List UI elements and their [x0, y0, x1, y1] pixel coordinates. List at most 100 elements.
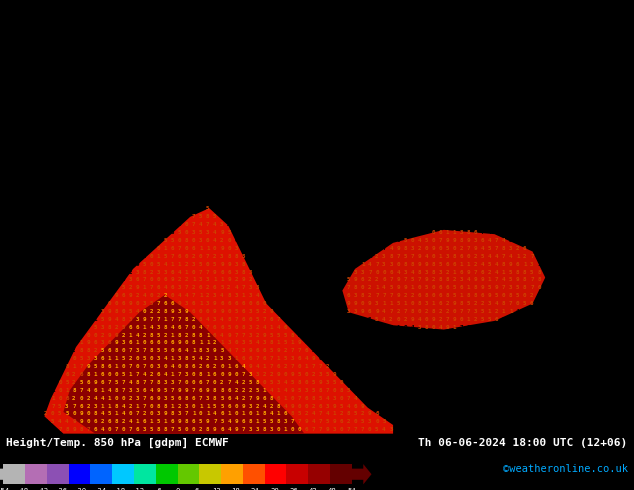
Text: 1: 1 — [234, 96, 238, 101]
Text: 3: 3 — [72, 9, 75, 14]
Text: 9: 9 — [178, 419, 181, 424]
Text: 9: 9 — [171, 17, 174, 22]
Text: 0: 0 — [622, 309, 625, 314]
Text: 0: 0 — [206, 309, 210, 314]
Text: 0: 0 — [122, 364, 125, 369]
Text: 0: 0 — [122, 151, 125, 156]
Text: 9: 9 — [446, 238, 449, 243]
Text: 7: 7 — [178, 380, 181, 385]
Text: 4: 4 — [65, 356, 68, 361]
Text: 2: 2 — [474, 427, 477, 432]
Text: 7: 7 — [460, 96, 463, 101]
Text: 2: 2 — [544, 73, 548, 77]
Text: 7: 7 — [192, 88, 195, 93]
Text: 3: 3 — [403, 151, 407, 156]
Text: 6: 6 — [164, 277, 167, 282]
Text: 6: 6 — [481, 159, 484, 164]
Text: 6: 6 — [579, 254, 583, 259]
Text: 9: 9 — [9, 325, 12, 330]
Text: 6: 6 — [136, 325, 139, 330]
Text: 8: 8 — [460, 159, 463, 164]
Text: 1: 1 — [2, 404, 5, 409]
Text: 8: 8 — [256, 127, 259, 133]
Text: 6: 6 — [220, 427, 224, 432]
Text: 0: 0 — [368, 372, 372, 377]
Text: 2: 2 — [312, 404, 315, 409]
Text: 4: 4 — [93, 270, 97, 274]
Text: 9: 9 — [23, 309, 27, 314]
Text: 7: 7 — [185, 285, 188, 290]
Text: 6: 6 — [227, 270, 231, 274]
Text: 9: 9 — [333, 167, 337, 172]
Text: 6: 6 — [256, 348, 259, 353]
Text: 6: 6 — [579, 9, 583, 14]
Text: 1: 1 — [460, 191, 463, 196]
Text: 3: 3 — [559, 65, 562, 70]
Text: 1: 1 — [502, 309, 505, 314]
Text: 0: 0 — [432, 412, 435, 416]
Text: 0: 0 — [185, 341, 188, 345]
Text: 2: 2 — [220, 183, 224, 188]
Text: 4: 4 — [579, 104, 583, 109]
Text: 6: 6 — [192, 120, 195, 125]
Text: 9: 9 — [256, 112, 259, 117]
Text: 7: 7 — [622, 341, 625, 345]
Text: 5: 5 — [396, 214, 400, 220]
Text: 8: 8 — [256, 198, 259, 203]
Text: 6: 6 — [537, 1, 541, 6]
Text: 6: 6 — [276, 41, 280, 46]
Text: 3: 3 — [143, 159, 146, 164]
Text: 5: 5 — [573, 341, 576, 345]
Text: 2: 2 — [530, 112, 534, 117]
Text: 4: 4 — [600, 277, 604, 282]
Text: 6: 6 — [30, 333, 34, 338]
Text: 4: 4 — [495, 254, 498, 259]
Text: 0: 0 — [297, 404, 301, 409]
Text: 5: 5 — [502, 372, 505, 377]
Text: 5: 5 — [206, 206, 210, 212]
Text: 1: 1 — [607, 348, 611, 353]
Text: 7: 7 — [129, 348, 132, 353]
Text: 1: 1 — [242, 25, 245, 30]
Text: 6: 6 — [354, 230, 358, 235]
Text: 4: 4 — [516, 112, 519, 117]
Text: 7: 7 — [178, 151, 181, 156]
Text: 1: 1 — [2, 356, 5, 361]
Text: 9: 9 — [368, 301, 372, 306]
Text: 6: 6 — [607, 246, 611, 251]
Text: 7: 7 — [607, 127, 611, 133]
Text: 1: 1 — [86, 285, 90, 290]
Text: 7: 7 — [143, 348, 146, 353]
Text: 0: 0 — [16, 380, 20, 385]
Text: 3: 3 — [368, 419, 372, 424]
Text: 5: 5 — [79, 104, 83, 109]
Text: 4: 4 — [424, 254, 428, 259]
Text: 4: 4 — [361, 127, 365, 133]
Text: 8: 8 — [474, 285, 477, 290]
Text: 8: 8 — [100, 65, 104, 70]
Text: 2: 2 — [347, 230, 351, 235]
Text: 8: 8 — [403, 419, 407, 424]
Text: 5: 5 — [453, 341, 456, 345]
Text: 8: 8 — [614, 151, 618, 156]
Text: 6: 6 — [220, 325, 224, 330]
Text: 1: 1 — [23, 364, 27, 369]
Text: 8: 8 — [262, 412, 266, 416]
Text: 2: 2 — [439, 404, 442, 409]
Text: 7: 7 — [206, 65, 210, 70]
Text: 2: 2 — [220, 49, 224, 54]
Text: 8: 8 — [122, 25, 125, 30]
Text: 6: 6 — [424, 151, 428, 156]
Text: 0: 0 — [551, 183, 555, 188]
Text: 8: 8 — [586, 356, 590, 361]
Text: 0: 0 — [213, 246, 217, 251]
Text: 5: 5 — [586, 348, 590, 353]
Text: 5: 5 — [143, 262, 146, 267]
Text: 8: 8 — [410, 262, 414, 267]
Text: 3: 3 — [192, 262, 195, 267]
Text: 3: 3 — [312, 348, 315, 353]
Text: 8: 8 — [537, 254, 541, 259]
Text: 4: 4 — [607, 159, 611, 164]
Text: 4: 4 — [171, 96, 174, 101]
Text: 0: 0 — [107, 198, 111, 203]
